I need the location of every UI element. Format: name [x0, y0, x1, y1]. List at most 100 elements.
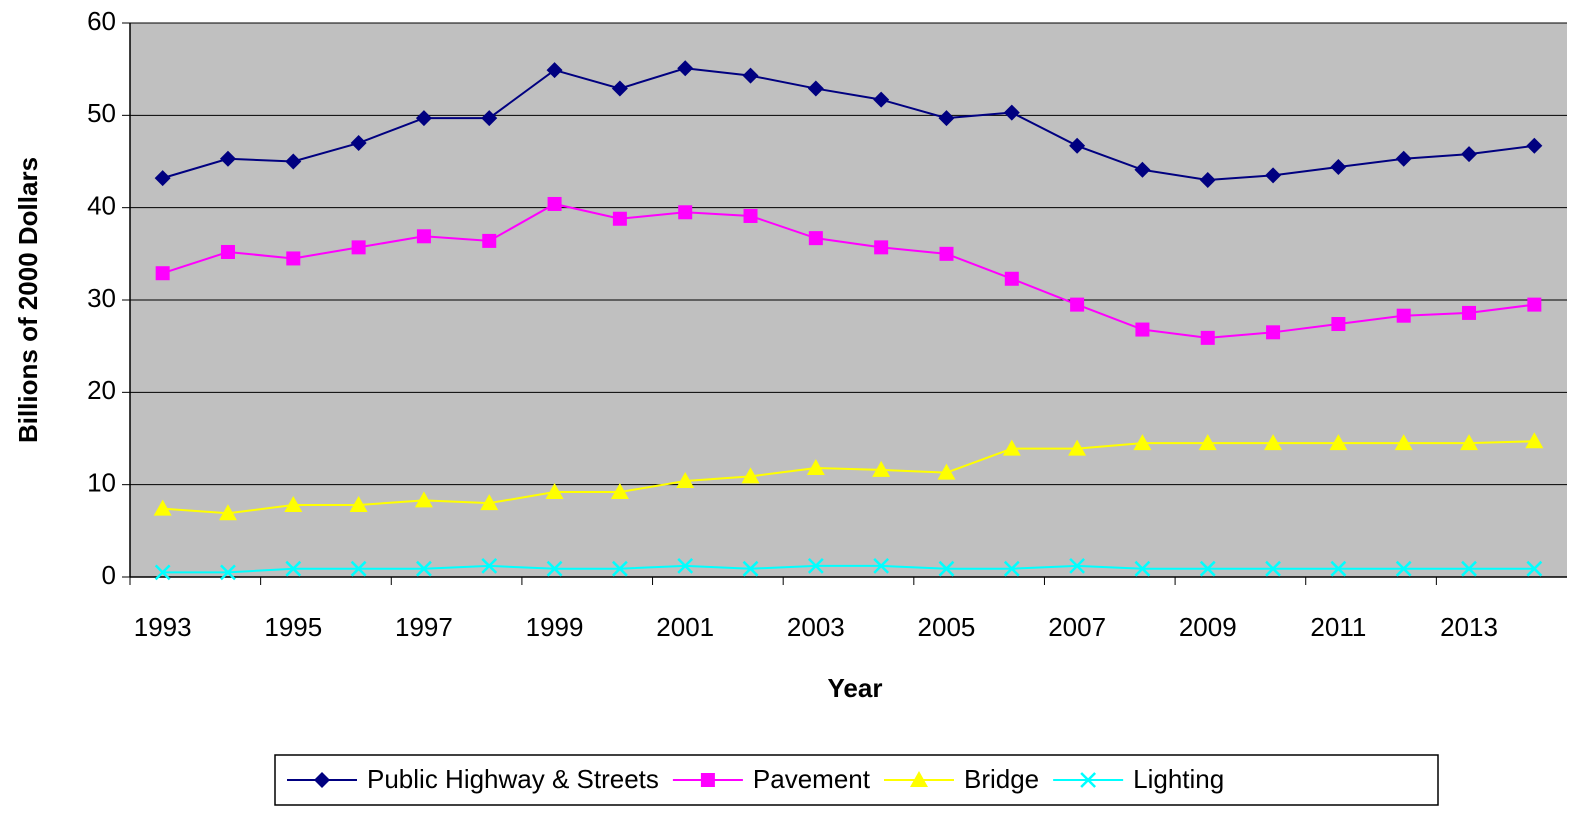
series-line [162, 202, 1535, 339]
marker [678, 205, 693, 220]
marker [1526, 137, 1543, 154]
marker [807, 558, 824, 574]
marker [1265, 560, 1281, 577]
marker [155, 266, 170, 281]
marker [873, 91, 890, 108]
legend-label: Lighting [1133, 764, 1224, 794]
marker [1199, 171, 1216, 188]
marker [1330, 560, 1347, 577]
marker [218, 504, 237, 521]
series-line [162, 67, 1535, 181]
marker [284, 495, 303, 512]
marker [416, 560, 432, 577]
marker [545, 483, 564, 500]
marker [415, 110, 432, 127]
marker [547, 196, 562, 211]
x-tick-label: 2003 [787, 612, 845, 642]
marker [154, 564, 171, 581]
marker [742, 560, 759, 577]
y-tick-label: 50 [87, 98, 116, 128]
x-tick-label: 2007 [1048, 612, 1106, 642]
marker [220, 564, 236, 581]
marker [1461, 560, 1477, 577]
marker [937, 463, 956, 480]
marker [481, 110, 498, 127]
y-tick-label: 60 [87, 6, 116, 36]
marker [610, 483, 629, 500]
y-axis-title: Billions of 2000 Dollars [13, 157, 43, 443]
marker [612, 211, 627, 226]
marker [314, 772, 330, 788]
marker [677, 60, 694, 77]
marker [1004, 271, 1019, 286]
marker [1003, 104, 1020, 121]
x-tick-label: 2001 [656, 612, 714, 642]
marker [806, 459, 825, 476]
marker [1395, 560, 1412, 577]
marker [219, 150, 236, 167]
marker [351, 240, 366, 255]
marker [1134, 161, 1151, 178]
x-tick-label: 2009 [1179, 612, 1237, 642]
y-tick-label: 0 [102, 560, 116, 590]
marker [1134, 560, 1151, 577]
marker [808, 231, 823, 246]
marker [1266, 325, 1281, 340]
marker [1133, 434, 1152, 451]
marker [154, 170, 171, 187]
marker [1329, 434, 1348, 451]
marker [909, 771, 928, 787]
marker [1525, 432, 1544, 449]
x-axis-title: Year [828, 673, 883, 703]
marker [677, 558, 694, 574]
marker [482, 233, 497, 248]
marker [1198, 434, 1217, 451]
marker [220, 244, 235, 259]
marker [546, 560, 563, 577]
marker [939, 246, 954, 261]
marker [1264, 434, 1283, 451]
marker [1069, 558, 1085, 574]
marker [676, 471, 695, 488]
marker [285, 560, 302, 577]
series-line [162, 440, 1535, 515]
marker [1002, 439, 1021, 456]
marker [153, 499, 172, 516]
marker [285, 153, 302, 170]
marker [1068, 439, 1087, 456]
y-tick-label: 30 [87, 283, 116, 313]
marker [1394, 434, 1413, 451]
marker [1265, 167, 1282, 184]
marker [612, 560, 628, 577]
marker [1080, 772, 1097, 788]
marker [1330, 159, 1347, 176]
marker [611, 80, 628, 97]
marker [700, 773, 715, 787]
x-tick-label: 1993 [134, 612, 192, 642]
marker [1395, 150, 1412, 167]
marker [938, 560, 955, 577]
marker [414, 491, 433, 508]
marker [1003, 560, 1020, 577]
marker [1462, 305, 1477, 320]
y-tick-label: 10 [87, 468, 116, 498]
marker [349, 495, 368, 512]
y-tick-label: 20 [87, 375, 116, 405]
marker [872, 460, 891, 477]
x-tick-label: 1995 [264, 612, 322, 642]
marker [741, 467, 760, 484]
legend-label: Bridge [964, 764, 1039, 794]
x-tick-label: 2005 [918, 612, 976, 642]
marker [481, 558, 498, 574]
marker [1070, 297, 1085, 312]
marker [1069, 137, 1086, 154]
marker [416, 229, 431, 244]
marker [1199, 560, 1216, 577]
x-tick-label: 2013 [1440, 612, 1498, 642]
y-tick-label: 40 [87, 191, 116, 221]
marker [1527, 297, 1542, 312]
marker [742, 67, 759, 84]
marker [1135, 322, 1150, 337]
marker [286, 251, 301, 266]
